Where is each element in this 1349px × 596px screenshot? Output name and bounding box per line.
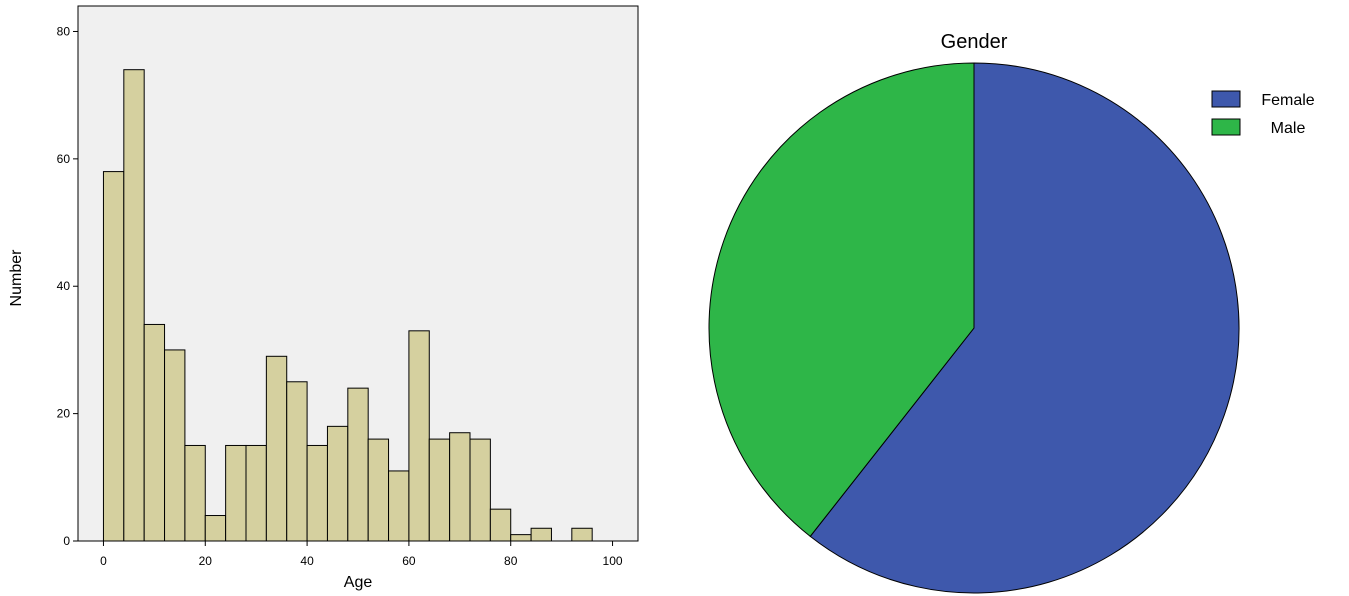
histogram-bar — [469, 438, 491, 542]
histogram-bar — [184, 444, 206, 542]
histogram-bar — [225, 444, 247, 542]
histogram-bar — [530, 527, 552, 542]
histogram-bar — [428, 438, 451, 542]
histogram-bar — [347, 387, 369, 542]
y-tick-label: 40 — [57, 279, 71, 293]
histogram-bar — [123, 69, 145, 542]
legend-label-female: Female — [1261, 92, 1314, 109]
histogram-bar — [265, 355, 288, 542]
histogram-bar — [204, 515, 227, 542]
legend-swatch-female — [1211, 90, 1241, 108]
histogram-bar — [449, 432, 471, 542]
histogram-bar — [143, 323, 166, 542]
histogram-bar — [571, 527, 593, 542]
y-tick-label: 80 — [57, 24, 71, 38]
histogram-bar — [367, 438, 390, 542]
x-tick-label: 80 — [504, 554, 518, 568]
histogram-bar — [326, 425, 349, 542]
pie-title: Gender — [941, 31, 1008, 53]
y-tick-label: 60 — [57, 152, 71, 166]
x-tick-label: 60 — [402, 554, 416, 568]
gender-pie-chart: Gender Female Male — [708, 31, 1315, 594]
pie-slice-female — [809, 62, 1240, 594]
histogram-bar — [489, 508, 512, 542]
y-tick-label: 0 — [63, 534, 70, 548]
x-tick-label: 20 — [199, 554, 213, 568]
legend-swatch-male — [1211, 118, 1241, 136]
y-tick-label: 20 — [57, 407, 71, 421]
x-axis-label: Age — [344, 574, 373, 591]
histogram-bar — [408, 330, 430, 542]
histogram-bar — [102, 171, 125, 542]
histogram-bar — [306, 444, 328, 542]
pie-slice-male — [708, 62, 975, 538]
x-tick-label: 0 — [100, 554, 107, 568]
histogram-bar — [510, 534, 532, 542]
age-histogram: 0 20 40 60 80 100 0 20 40 60 80 Age Number — [8, 5, 639, 591]
y-axis-label: Number — [8, 249, 25, 307]
x-tick-label: 40 — [300, 554, 314, 568]
histogram-bar — [286, 381, 308, 542]
legend-label-male: Male — [1271, 120, 1306, 137]
x-tick-label: 100 — [603, 554, 623, 568]
histogram-bar — [164, 349, 186, 542]
histogram-bar — [388, 470, 410, 542]
pie-legend: Female Male — [1211, 90, 1315, 137]
histogram-bar — [245, 444, 267, 542]
